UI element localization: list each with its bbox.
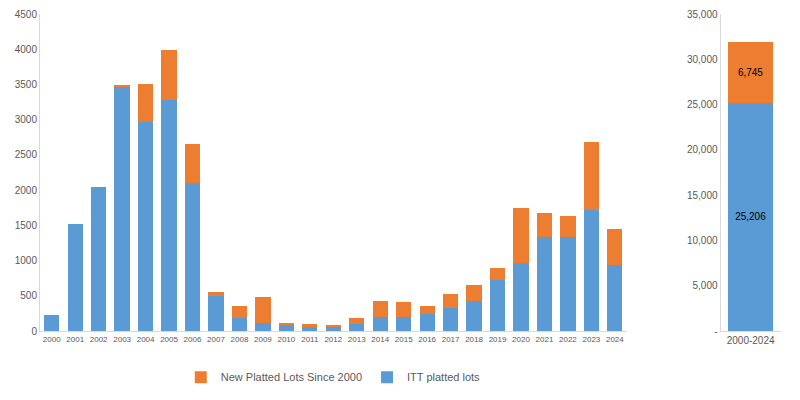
svg-text:2007: 2007 <box>207 335 225 344</box>
svg-text:3500: 3500 <box>15 79 38 90</box>
svg-text:15,000: 15,000 <box>687 190 718 201</box>
svg-text:2000-2024: 2000-2024 <box>727 335 775 346</box>
svg-text:0: 0 <box>31 326 37 337</box>
svg-text:2014: 2014 <box>371 335 389 344</box>
svg-text:1500: 1500 <box>15 220 38 231</box>
svg-text:2021: 2021 <box>536 335 554 344</box>
svg-text:20,000: 20,000 <box>687 144 718 155</box>
svg-text:2022: 2022 <box>559 335 577 344</box>
svg-text:2000: 2000 <box>15 185 38 196</box>
svg-text:2023: 2023 <box>582 335 600 344</box>
svg-text:2008: 2008 <box>231 335 249 344</box>
svg-text:2019: 2019 <box>489 335 507 344</box>
svg-text:2012: 2012 <box>324 335 342 344</box>
svg-text:25,206: 25,206 <box>735 211 766 222</box>
svg-text:2024: 2024 <box>606 335 624 344</box>
svg-text:3000: 3000 <box>15 114 38 125</box>
svg-text:2000: 2000 <box>43 335 61 344</box>
svg-text:2005: 2005 <box>160 335 178 344</box>
svg-text:25,000: 25,000 <box>687 99 718 110</box>
svg-text:-: - <box>714 326 717 337</box>
svg-text:2010: 2010 <box>277 335 295 344</box>
svg-text:4000: 4000 <box>15 44 38 55</box>
svg-text:10,000: 10,000 <box>687 235 718 246</box>
svg-text:2001: 2001 <box>66 335 84 344</box>
svg-text:2015: 2015 <box>395 335 413 344</box>
svg-text:2017: 2017 <box>442 335 460 344</box>
svg-text:35,000: 35,000 <box>687 9 718 20</box>
svg-text:2003: 2003 <box>113 335 131 344</box>
svg-text:2011: 2011 <box>301 335 319 344</box>
svg-text:2500: 2500 <box>15 149 38 160</box>
svg-text:2013: 2013 <box>348 335 366 344</box>
svg-text:2004: 2004 <box>137 335 155 344</box>
svg-text:2002: 2002 <box>90 335 108 344</box>
svg-text:2016: 2016 <box>418 335 436 344</box>
svg-text:ITT platted lots: ITT platted lots <box>407 371 480 383</box>
svg-text:2009: 2009 <box>254 335 272 344</box>
svg-text:5,000: 5,000 <box>693 280 718 291</box>
svg-text:4500: 4500 <box>15 9 38 20</box>
svg-text:1000: 1000 <box>15 255 38 266</box>
svg-text:30,000: 30,000 <box>687 54 718 65</box>
svg-text:2018: 2018 <box>465 335 483 344</box>
svg-text:2020: 2020 <box>512 335 530 344</box>
svg-text:6,745: 6,745 <box>738 67 763 78</box>
svg-text:New Platted Lots Since 2000: New Platted Lots Since 2000 <box>221 371 362 383</box>
svg-text:500: 500 <box>20 290 37 301</box>
svg-text:2006: 2006 <box>184 335 202 344</box>
